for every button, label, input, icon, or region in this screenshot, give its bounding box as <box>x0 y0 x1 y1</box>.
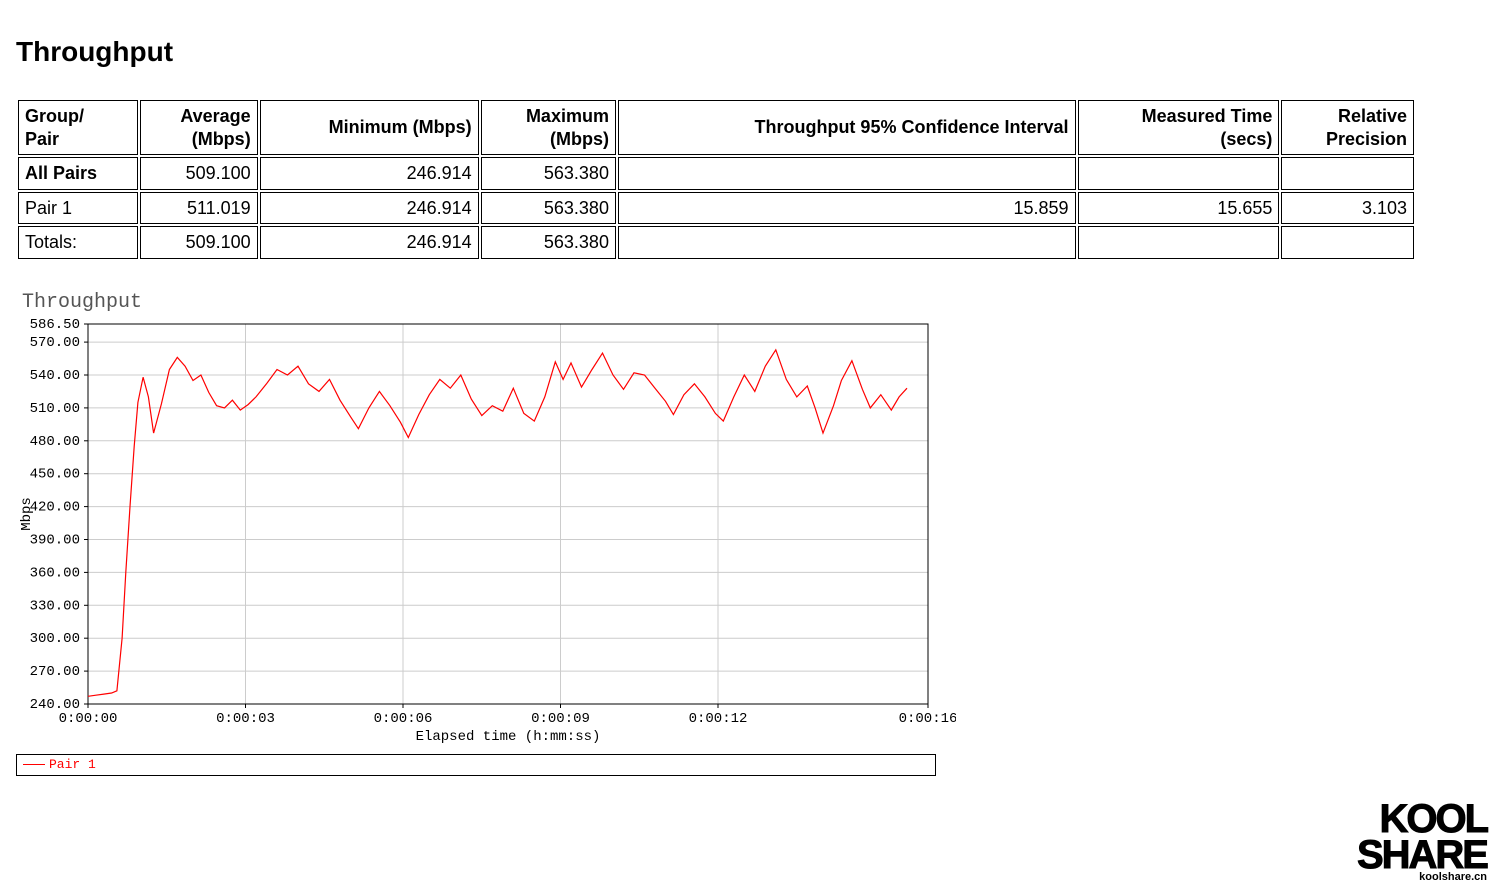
watermark-line1: KOOL <box>1357 801 1487 837</box>
table-row: All Pairs509.100246.914563.380 <box>18 157 1414 190</box>
y-tick-label: 510.00 <box>30 400 80 416</box>
legend-label: Pair 1 <box>49 757 96 772</box>
cell <box>618 226 1076 259</box>
col-maximum: Maximum(Mbps) <box>481 100 616 155</box>
y-tick-label: 540.00 <box>30 367 80 383</box>
cell: 509.100 <box>140 226 258 259</box>
table-header-row: Group/Pair Average(Mbps) Minimum (Mbps) … <box>18 100 1414 155</box>
cell <box>618 157 1076 190</box>
y-axis-title: Mbps <box>19 497 35 531</box>
y-tick-label: 360.00 <box>30 565 80 581</box>
throughput-chart: 240.00270.00300.00330.00360.00390.00420.… <box>16 316 956 748</box>
col-group-pair: Group/Pair <box>18 100 138 155</box>
cell <box>1281 226 1414 259</box>
y-tick-label: 586.50 <box>30 317 80 333</box>
x-tick-label: 0:00:06 <box>374 711 433 727</box>
cell: 511.019 <box>140 192 258 225</box>
cell: 3.103 <box>1281 192 1414 225</box>
cell: 563.380 <box>481 192 616 225</box>
cell: 563.380 <box>481 157 616 190</box>
table-row: Pair 1511.019246.914563.38015.85915.6553… <box>18 192 1414 225</box>
throughput-table: Group/Pair Average(Mbps) Minimum (Mbps) … <box>16 98 1416 261</box>
chart-legend: Pair 1 <box>16 754 936 776</box>
cell: 563.380 <box>481 226 616 259</box>
chart-container: Throughput 240.00270.00300.00330.00360.0… <box>16 291 956 776</box>
col-measured-time: Measured Time(secs) <box>1078 100 1280 155</box>
legend-line-icon <box>23 764 45 765</box>
table-row: Totals:509.100246.914563.380 <box>18 226 1414 259</box>
watermark-line2: SHARE <box>1357 837 1487 873</box>
y-tick-label: 270.00 <box>30 664 80 680</box>
x-tick-label: 0:00:00 <box>59 711 118 727</box>
row-label: All Pairs <box>18 157 138 190</box>
x-axis-title: Elapsed time (h:mm:ss) <box>416 729 601 745</box>
cell: 509.100 <box>140 157 258 190</box>
col-minimum: Minimum (Mbps) <box>260 100 479 155</box>
col-relative-precision: RelativePrecision <box>1281 100 1414 155</box>
cell: 246.914 <box>260 226 479 259</box>
y-tick-label: 420.00 <box>30 499 80 515</box>
x-tick-label: 0:00:12 <box>689 711 748 727</box>
cell: 15.655 <box>1078 192 1280 225</box>
y-tick-label: 390.00 <box>30 532 80 548</box>
page-title: Throughput <box>16 36 1485 68</box>
cell <box>1078 226 1280 259</box>
y-tick-label: 330.00 <box>30 598 80 614</box>
y-tick-label: 570.00 <box>30 335 80 351</box>
cell: 246.914 <box>260 192 479 225</box>
cell <box>1078 157 1280 190</box>
y-tick-label: 480.00 <box>30 433 80 449</box>
y-tick-label: 450.00 <box>30 466 80 482</box>
cell <box>1281 157 1414 190</box>
x-tick-label: 0:00:03 <box>216 711 275 727</box>
chart-title: Throughput <box>22 291 956 314</box>
cell: 246.914 <box>260 157 479 190</box>
col-average: Average(Mbps) <box>140 100 258 155</box>
row-label: Totals: <box>18 226 138 259</box>
row-label: Pair 1 <box>18 192 138 225</box>
watermark: KOOL SHARE koolshare.cn <box>1357 801 1487 883</box>
x-tick-label: 0:00:16 <box>899 711 956 727</box>
col-confidence: Throughput 95% Confidence Interval <box>618 100 1076 155</box>
y-tick-label: 300.00 <box>30 631 80 647</box>
x-tick-label: 0:00:09 <box>531 711 590 727</box>
cell: 15.859 <box>618 192 1076 225</box>
